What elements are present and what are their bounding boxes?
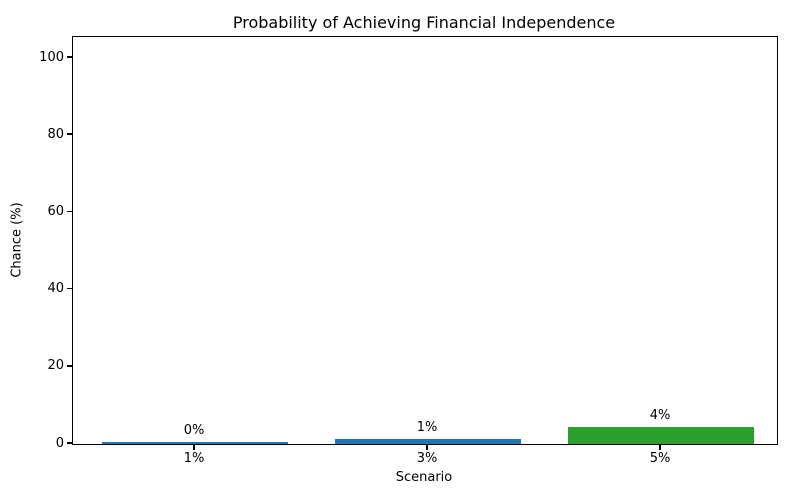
bar-value-label: 1% <box>416 420 438 436</box>
y-tick-mark <box>67 56 72 58</box>
y-tick-mark <box>67 287 72 290</box>
bar-5% <box>568 427 754 444</box>
y-tick-mark <box>67 210 72 213</box>
chart-title: Probability of Achieving Financial Indep… <box>232 13 616 32</box>
y-tick-label: 20 <box>47 358 64 374</box>
y-axis-label: Chance (%) <box>9 202 25 278</box>
x-axis-label: Scenario <box>395 470 453 485</box>
plot-area <box>72 36 778 445</box>
x-tick-label: 3% <box>416 451 438 466</box>
bar-3% <box>335 439 521 444</box>
bar-value-label: 4% <box>649 408 671 424</box>
bar-value-label: 0% <box>183 423 205 439</box>
bar-1% <box>102 442 288 444</box>
y-tick-label: 40 <box>47 281 64 297</box>
x-tick-mark <box>193 444 195 450</box>
x-tick-mark <box>426 444 428 450</box>
y-tick-label: 60 <box>47 203 64 219</box>
y-tick-mark <box>67 133 72 135</box>
y-tick-label: 80 <box>47 126 64 142</box>
y-tick-label: 100 <box>39 49 64 65</box>
y-tick-label: 0 <box>55 435 64 451</box>
y-tick-mark <box>67 442 72 444</box>
x-tick-label: 1% <box>183 451 205 466</box>
y-tick-mark <box>67 365 72 367</box>
x-tick-label: 5% <box>649 451 671 466</box>
x-tick-mark <box>659 444 661 450</box>
